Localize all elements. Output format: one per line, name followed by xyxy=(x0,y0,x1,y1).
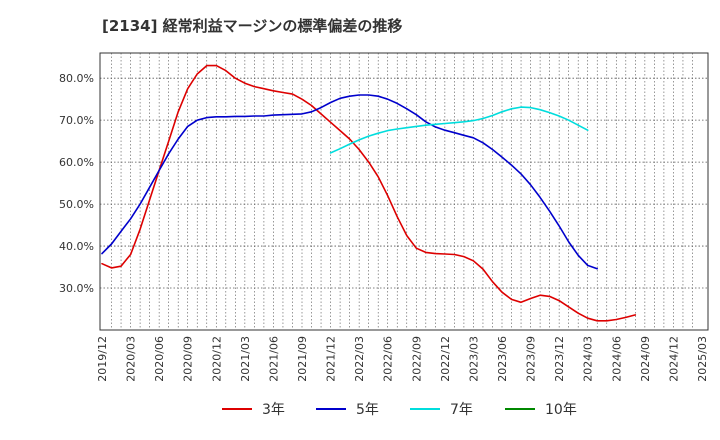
x-tick-label: 2022/09 xyxy=(410,336,423,382)
series-line-2 xyxy=(329,106,589,154)
legend-label-0: 3年 xyxy=(262,402,285,418)
grid-layer xyxy=(100,53,708,330)
y-tick-label: 30.0% xyxy=(59,282,94,295)
x-tick-label: 2023/12 xyxy=(553,336,566,382)
x-tick-label: 2022/03 xyxy=(353,336,366,382)
x-tick-label: 2023/09 xyxy=(525,336,538,382)
x-tick-label: 2021/09 xyxy=(296,336,309,382)
x-tick-label: 2020/06 xyxy=(153,336,166,382)
x-tick-label: 2024/06 xyxy=(610,336,623,382)
y-tick-label: 50.0% xyxy=(59,198,94,211)
x-axis-ticks: 2019/12 2020/03 2020/06 2020/09 2020/12 2021/… xyxy=(96,336,709,382)
legend-label-1: 5年 xyxy=(356,402,379,418)
y-tick-label: 40.0% xyxy=(59,240,94,253)
x-tick-label: 2023/03 xyxy=(467,336,480,382)
y-axis-ticks: 30.0% 40.0% 50.0% 60.0% 70.0% 80.0% xyxy=(59,72,94,295)
legend-label-2: 7年 xyxy=(450,402,473,418)
series-line-1 xyxy=(101,94,599,270)
x-tick-label: 2024/09 xyxy=(639,336,652,382)
chart-title: [2134] 経常利益マージンの標準偏差の推移 xyxy=(102,17,402,35)
plot-border xyxy=(99,52,709,331)
series-line-0 xyxy=(101,64,637,322)
legend-label-3: 10年 xyxy=(545,402,577,418)
x-tick-label: 2021/12 xyxy=(325,336,338,382)
x-tick-label: 2024/12 xyxy=(667,336,680,382)
x-tick-label: 2022/06 xyxy=(382,336,395,382)
x-tick-label: 2021/06 xyxy=(267,336,280,382)
x-tick-label: 2020/12 xyxy=(210,336,223,382)
x-tick-label: 2025/03 xyxy=(696,336,709,382)
y-tick-label: 60.0% xyxy=(59,156,94,169)
series-layer xyxy=(101,64,637,322)
x-tick-label: 2020/03 xyxy=(125,336,138,382)
y-tick-label: 70.0% xyxy=(59,114,94,127)
x-tick-label: 2021/03 xyxy=(239,336,252,382)
x-tick-label: 2023/06 xyxy=(496,336,509,382)
x-tick-label: 2024/03 xyxy=(582,336,595,382)
x-tick-label: 2020/09 xyxy=(182,336,195,382)
plot-area xyxy=(100,53,708,330)
x-tick-label: 2022/12 xyxy=(439,336,452,382)
x-tick-label: 2019/12 xyxy=(96,336,109,382)
y-tick-label: 80.0% xyxy=(59,72,94,85)
legend: 3年 5年 7年 10年 xyxy=(222,402,577,418)
